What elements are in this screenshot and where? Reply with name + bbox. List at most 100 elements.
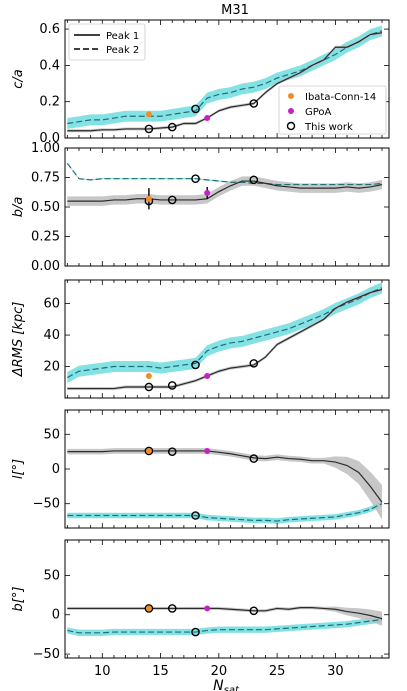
x-tick-label: 15 bbox=[152, 664, 169, 679]
y-tick-label: 0.75 bbox=[31, 171, 60, 186]
this-work-point bbox=[167, 195, 177, 205]
panel-ca: 0.0 0.2 0.4 0.6 c/a bbox=[11, 19, 390, 146]
peak2-line bbox=[67, 287, 383, 379]
legend-label: Peak 1 bbox=[106, 31, 139, 42]
this-work-point bbox=[167, 604, 177, 613]
legend-lines: Peak 1 Peak 2 bbox=[68, 23, 146, 61]
peak2-line bbox=[67, 503, 383, 522]
ibata-point bbox=[145, 111, 152, 118]
y-tick-label: 50 bbox=[43, 568, 60, 583]
legend-label: This work bbox=[304, 122, 353, 133]
panel-ba: 0.00 0.25 0.50 0.75 1.00 b/a bbox=[11, 141, 390, 274]
legend-label: GPoA bbox=[305, 107, 332, 118]
x-tick-label: 25 bbox=[269, 664, 286, 679]
peak1-line bbox=[67, 607, 383, 620]
legend-this-work-marker bbox=[286, 121, 296, 131]
y-tick-label: 0.00 bbox=[31, 259, 60, 274]
ibata-point bbox=[145, 447, 152, 454]
this-work-point bbox=[167, 447, 177, 456]
peak2-band bbox=[67, 25, 383, 129]
x-tick-label: 20 bbox=[211, 664, 228, 679]
ibata-point bbox=[145, 372, 152, 379]
y-axis-label: b[°] bbox=[11, 587, 26, 612]
peak1-line bbox=[67, 32, 383, 132]
peak1-line bbox=[67, 288, 383, 390]
y-tick-label: 20 bbox=[43, 360, 60, 375]
x-tick-label: 30 bbox=[327, 664, 344, 679]
this-work-point bbox=[144, 382, 154, 392]
panel-frame bbox=[64, 147, 390, 267]
gpoa-point bbox=[204, 115, 211, 122]
y-tick-label: 0.2 bbox=[39, 95, 60, 110]
this-work-point bbox=[144, 124, 154, 134]
panel-b: −50 0 50 b[°] 10 15 20 25 30 bbox=[11, 539, 390, 679]
this-work-point bbox=[249, 175, 259, 185]
peak2-band bbox=[67, 616, 383, 636]
x-axis-label-sub: sat bbox=[224, 685, 240, 691]
y-axis-label: ΔRMS [kpc] bbox=[11, 302, 26, 378]
y-axis-label: c/a bbox=[11, 69, 26, 89]
x-axis-label: Nsat bbox=[213, 678, 240, 691]
y-tick-label: −50 bbox=[33, 647, 60, 662]
gpoa-point bbox=[204, 605, 211, 612]
peak1-line bbox=[67, 180, 383, 202]
plot-area bbox=[67, 25, 383, 134]
panel-frame bbox=[64, 279, 390, 399]
peak2-band bbox=[67, 282, 383, 384]
y-axis-label: l[°] bbox=[11, 459, 26, 479]
y-tick-label: 0.6 bbox=[39, 22, 60, 37]
gpoa-point bbox=[204, 189, 211, 196]
plot-area bbox=[66, 162, 383, 210]
panel-frame bbox=[64, 539, 390, 659]
this-work-point bbox=[144, 446, 154, 456]
this-work-point bbox=[191, 104, 200, 114]
y-tick-label: 50 bbox=[43, 427, 60, 442]
legend-markers: Ibata-Conn-14 GPoA This work bbox=[278, 85, 387, 135]
this-work-point bbox=[249, 359, 259, 368]
panels: 0.0 0.2 0.4 0.6 c/a 0.00 0.25 0.50 0.75 1.00 b/a 20… bbox=[11, 19, 390, 679]
panel-drms: 20 40 60 ΔRMS [kpc] bbox=[11, 279, 390, 399]
peak2-band bbox=[67, 500, 383, 524]
y-tick-label: 40 bbox=[43, 328, 60, 343]
peak2-line bbox=[67, 30, 383, 125]
peak2-line bbox=[67, 618, 383, 634]
peak1-line bbox=[67, 450, 383, 503]
y-tick-label: 0.0 bbox=[39, 131, 60, 146]
peak2-line bbox=[66, 162, 383, 186]
plot-area bbox=[67, 604, 383, 637]
plot-area bbox=[67, 282, 383, 392]
y-tick-label: 60 bbox=[43, 297, 60, 312]
plot-area bbox=[67, 446, 383, 524]
y-tick-label: 0.25 bbox=[31, 230, 60, 245]
this-work-point bbox=[191, 174, 200, 183]
this-work-point bbox=[249, 454, 259, 463]
y-tick-label: 1.00 bbox=[31, 141, 60, 156]
this-work-point bbox=[191, 360, 200, 370]
legend-gpoa-marker bbox=[288, 108, 294, 114]
chart-title: M31 bbox=[221, 3, 249, 18]
gpoa-point bbox=[204, 447, 211, 454]
legend-box bbox=[68, 23, 146, 61]
legend-label: Peak 2 bbox=[106, 45, 139, 56]
y-tick-label: −50 bbox=[33, 497, 60, 512]
y-axis-label: b/a bbox=[11, 197, 26, 218]
this-work-point bbox=[191, 511, 200, 520]
peak1-band bbox=[67, 176, 383, 206]
y-tick-label: 0 bbox=[52, 608, 60, 623]
y-tick-label: 0.50 bbox=[31, 200, 60, 215]
legend-ibata-marker bbox=[288, 93, 294, 99]
y-tick-label: 0.4 bbox=[39, 58, 60, 73]
gpoa-point bbox=[204, 372, 211, 379]
panel-l: −50 0 50 l[°] bbox=[11, 409, 390, 529]
legend-box bbox=[278, 85, 387, 135]
this-work-point bbox=[191, 627, 200, 637]
this-work-point bbox=[144, 604, 154, 613]
this-work-point bbox=[249, 606, 259, 616]
ibata-point bbox=[145, 605, 152, 612]
peak1-band bbox=[67, 448, 383, 520]
this-work-point bbox=[167, 381, 177, 390]
this-work-point bbox=[249, 99, 259, 108]
x-axis-label-main: N bbox=[213, 678, 224, 691]
ibata-point bbox=[145, 195, 152, 202]
panel-frame bbox=[64, 19, 390, 139]
